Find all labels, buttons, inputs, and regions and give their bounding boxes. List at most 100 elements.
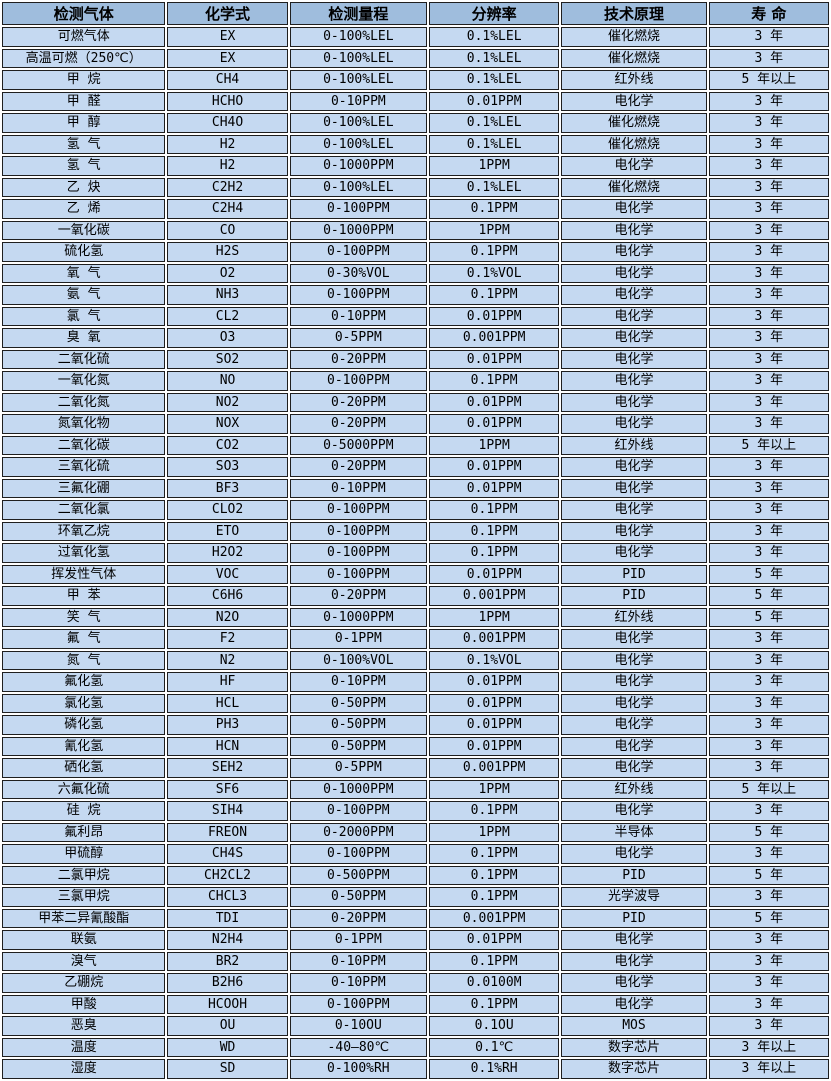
cell-resolution: 0.1PPM — [429, 242, 560, 262]
cell-range: 0-50PPM — [289, 693, 427, 713]
cell-range: 0-10PPM — [289, 973, 427, 993]
table-row: 二氧化碳 CO2 0-5000PPM 1PPM 红外线 5 年以上 — [2, 435, 829, 455]
cell-formula: SF6 — [167, 779, 288, 799]
cell-gas: 温度 — [2, 1037, 166, 1057]
cell-range: 0-100%VOL — [289, 650, 427, 670]
cell-gas: 甲 醇 — [2, 113, 166, 133]
cell-formula: CH4 — [167, 70, 288, 90]
column-header-formula: 化学式 — [167, 2, 288, 25]
cell-formula: SEH2 — [167, 758, 288, 778]
cell-formula: BR2 — [167, 951, 288, 971]
cell-formula: OU — [167, 1016, 288, 1036]
cell-lifespan: 3 年 — [708, 306, 829, 326]
cell-range: 0-10PPM — [289, 478, 427, 498]
cell-gas: 联氨 — [2, 930, 166, 950]
cell-resolution: 0.1%LEL — [429, 27, 560, 47]
cell-formula: O2 — [167, 263, 288, 283]
cell-lifespan: 3 年 — [708, 973, 829, 993]
cell-formula: CH4O — [167, 113, 288, 133]
cell-range: 0-1000PPM — [289, 607, 427, 627]
cell-lifespan: 3 年 — [708, 478, 829, 498]
table-row: 甲 烷 CH4 0-100%LEL 0.1%LEL 红外线 5 年以上 — [2, 70, 829, 90]
cell-principle: 半导体 — [561, 822, 707, 842]
table-row: 高温可燃（250℃） EX 0-100%LEL 0.1%LEL 催化燃烧 3 年 — [2, 48, 829, 68]
table-row: 一氧化氮 NO 0-100PPM 0.1PPM 电化学 3 年 — [2, 371, 829, 391]
cell-gas: 甲 苯 — [2, 586, 166, 606]
table-row: 甲苯二异氰酸酯 TDI 0-20PPM 0.001PPM PID 5 年 — [2, 908, 829, 928]
cell-range: 0-1000PPM — [289, 779, 427, 799]
cell-principle: 电化学 — [561, 371, 707, 391]
cell-principle: 催化燃烧 — [561, 48, 707, 68]
cell-lifespan: 3 年 — [708, 801, 829, 821]
cell-lifespan: 3 年 — [708, 371, 829, 391]
cell-resolution: 0.001PPM — [429, 629, 560, 649]
cell-gas: 氮 气 — [2, 650, 166, 670]
cell-lifespan: 3 年 — [708, 91, 829, 111]
cell-range: 0-5PPM — [289, 758, 427, 778]
cell-lifespan: 3 年 — [708, 930, 829, 950]
table-row: 乙 炔 C2H2 0-100%LEL 0.1%LEL 催化燃烧 3 年 — [2, 177, 829, 197]
cell-principle: 电化学 — [561, 392, 707, 412]
cell-resolution: 0.001PPM — [429, 586, 560, 606]
cell-resolution: 0.1PPM — [429, 887, 560, 907]
table-row: 二氧化硫 SO2 0-20PPM 0.01PPM 电化学 3 年 — [2, 349, 829, 369]
cell-principle: 催化燃烧 — [561, 113, 707, 133]
cell-lifespan: 3 年 — [708, 199, 829, 219]
cell-formula: HCL — [167, 693, 288, 713]
cell-principle: 电化学 — [561, 801, 707, 821]
cell-resolution: 0.01PPM — [429, 349, 560, 369]
table-row: 氟利昂 FREON 0-2000PPM 1PPM 半导体 5 年 — [2, 822, 829, 842]
cell-lifespan: 5 年 — [708, 586, 829, 606]
cell-gas: 三氟化硼 — [2, 478, 166, 498]
cell-resolution: 0.01PPM — [429, 91, 560, 111]
table-row: 氮 气 N2 0-100%VOL 0.1%VOL 电化学 3 年 — [2, 650, 829, 670]
cell-gas: 氧 气 — [2, 263, 166, 283]
cell-principle: 催化燃烧 — [561, 134, 707, 154]
table-row: 可燃气体 EX 0-100%LEL 0.1%LEL 催化燃烧 3 年 — [2, 27, 829, 47]
table-row: 氧 气 O2 0-30%VOL 0.1%VOL 电化学 3 年 — [2, 263, 829, 283]
cell-lifespan: 3 年 — [708, 328, 829, 348]
table-row: 臭 氧 O3 0-5PPM 0.001PPM 电化学 3 年 — [2, 328, 829, 348]
cell-lifespan: 3 年 — [708, 994, 829, 1014]
cell-lifespan: 5 年 — [708, 607, 829, 627]
cell-range: 0-10PPM — [289, 672, 427, 692]
cell-formula: C2H4 — [167, 199, 288, 219]
cell-lifespan: 5 年以上 — [708, 435, 829, 455]
cell-range: 0-1PPM — [289, 629, 427, 649]
cell-range: 0-1000PPM — [289, 156, 427, 176]
table-row: 三氟化硼 BF3 0-10PPM 0.01PPM 电化学 3 年 — [2, 478, 829, 498]
column-header-principle: 技术原理 — [561, 2, 707, 25]
cell-principle: 电化学 — [561, 328, 707, 348]
cell-principle: 电化学 — [561, 951, 707, 971]
cell-range: 0-30%VOL — [289, 263, 427, 283]
cell-lifespan: 5 年 — [708, 865, 829, 885]
cell-principle: 电化学 — [561, 242, 707, 262]
cell-gas: 一氧化碳 — [2, 220, 166, 240]
cell-resolution: 0.1PPM — [429, 844, 560, 864]
cell-formula: N2O — [167, 607, 288, 627]
table-row: 二氯甲烷 CH2CL2 0-500PPM 0.1PPM PID 5 年 — [2, 865, 829, 885]
cell-formula: C2H2 — [167, 177, 288, 197]
table-row: 溴气 BR2 0-10PPM 0.1PPM 电化学 3 年 — [2, 951, 829, 971]
cell-principle: 红外线 — [561, 779, 707, 799]
cell-gas: 氨 气 — [2, 285, 166, 305]
table-row: 联氨 N2H4 0-1PPM 0.01PPM 电化学 3 年 — [2, 930, 829, 950]
table-row: 六氟化硫 SF6 0-1000PPM 1PPM 红外线 5 年以上 — [2, 779, 829, 799]
cell-lifespan: 3 年 — [708, 113, 829, 133]
cell-gas: 甲酸 — [2, 994, 166, 1014]
cell-lifespan: 3 年 — [708, 672, 829, 692]
cell-lifespan: 3 年 — [708, 715, 829, 735]
cell-range: 0-100PPM — [289, 285, 427, 305]
cell-gas: 二氯甲烷 — [2, 865, 166, 885]
cell-resolution: 0.001PPM — [429, 908, 560, 928]
cell-resolution: 0.01PPM — [429, 478, 560, 498]
cell-resolution: 0.1%VOL — [429, 650, 560, 670]
cell-range: 0-50PPM — [289, 715, 427, 735]
cell-formula: CHCL3 — [167, 887, 288, 907]
cell-formula: CO — [167, 220, 288, 240]
cell-formula: HCN — [167, 736, 288, 756]
cell-range: 0-50PPM — [289, 736, 427, 756]
cell-principle: 电化学 — [561, 285, 707, 305]
cell-gas: 溴气 — [2, 951, 166, 971]
cell-range: 0-100PPM — [289, 521, 427, 541]
